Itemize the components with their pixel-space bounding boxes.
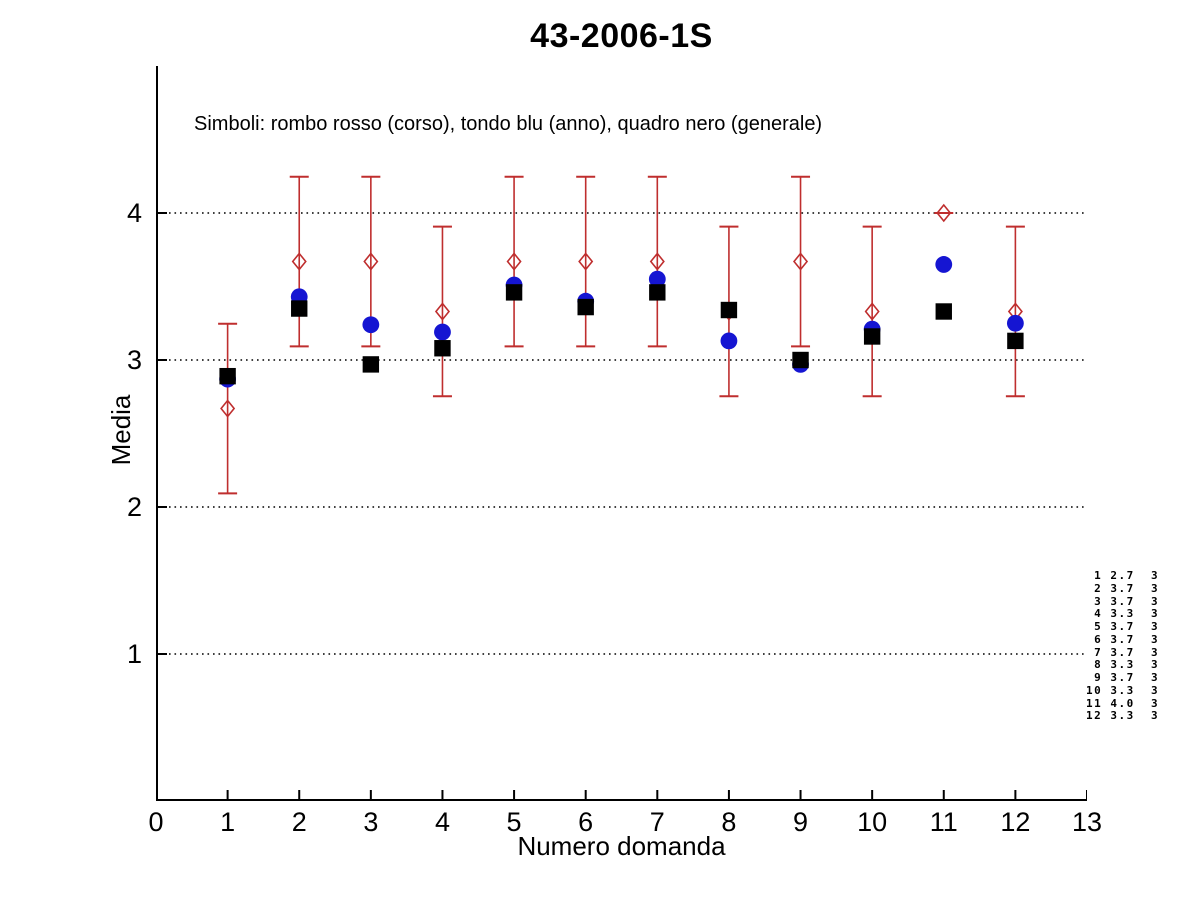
marker-anno-circle-q12	[1006, 314, 1024, 332]
plot-area: Simboli: rombo rosso (corso), tondo blu …	[156, 66, 1087, 801]
symbols-legend: Simboli: rombo rosso (corso), tondo blu …	[194, 113, 823, 135]
x-tick-label-8: 8	[721, 807, 737, 837]
marker-generale-square-q7	[649, 284, 666, 301]
marker-generale-square-q11	[935, 303, 952, 320]
marker-corso-diamond-q11	[936, 203, 952, 223]
marker-corso-diamond-q1	[220, 399, 236, 418]
y-axis-label: Media	[106, 394, 136, 466]
marker-corso-diamond-q10	[864, 302, 880, 321]
marker-anno-circle-q3	[362, 316, 380, 334]
marker-generale-square-q4	[434, 340, 451, 357]
x-tick-label-0: 0	[148, 807, 164, 837]
x-tick-label-12: 12	[1000, 807, 1031, 837]
marker-generale-square-q3	[362, 356, 380, 373]
marker-anno-circle-q11	[935, 256, 953, 273]
marker-anno-circle-q7	[648, 270, 666, 288]
y-tick-label-4: 4	[126, 198, 142, 228]
marker-corso-diamond-q6	[578, 252, 594, 271]
x-tick-label-6: 6	[578, 807, 594, 837]
x-tick-label-13: 13	[1071, 807, 1103, 837]
stats-table: 1 2.7 3 2 3.7 3 3 3.7 3 4 3.3 3 5 3.7 3 …	[1086, 569, 1160, 723]
marker-generale-square-q12	[1007, 332, 1024, 350]
x-tick-label-9: 9	[793, 807, 809, 837]
x-axis-label: Numero domanda	[517, 831, 726, 861]
marker-corso-diamond-q7	[649, 252, 665, 271]
marker-anno-circle-q8	[720, 332, 738, 350]
marker-anno-circle-q4	[434, 323, 451, 341]
y-tick-label-3: 3	[126, 345, 142, 375]
marker-corso-diamond-q9	[793, 252, 809, 271]
plot-canvas	[156, 66, 1087, 801]
x-tick-label-7: 7	[649, 807, 665, 837]
x-tick-label-4: 4	[434, 807, 450, 837]
marker-generale-square-q6	[577, 298, 594, 316]
x-tick-label-2: 2	[291, 807, 307, 837]
marker-corso-diamond-q2	[291, 252, 307, 271]
marker-generale-square-q2	[291, 300, 308, 317]
x-tick-label-11: 11	[929, 807, 958, 837]
marker-generale-square-q9	[792, 351, 809, 369]
x-tick-label-3: 3	[363, 807, 379, 837]
marker-corso-diamond-q5	[506, 252, 522, 271]
marker-corso-diamond-q4	[434, 302, 450, 321]
marker-generale-square-q1	[219, 367, 236, 385]
x-tick-label-5: 5	[506, 807, 522, 837]
chart-title: 43-2006-1S	[530, 17, 713, 55]
x-tick-label-1: 1	[220, 807, 236, 837]
marker-generale-square-q5	[505, 284, 523, 301]
marker-generale-square-q8	[720, 301, 738, 319]
y-tick-label-1: 1	[126, 639, 142, 669]
marker-generale-square-q10	[863, 328, 881, 345]
x-tick-label-10: 10	[857, 807, 888, 837]
y-tick-label-2: 2	[126, 492, 142, 522]
marker-corso-diamond-q3	[363, 252, 379, 271]
